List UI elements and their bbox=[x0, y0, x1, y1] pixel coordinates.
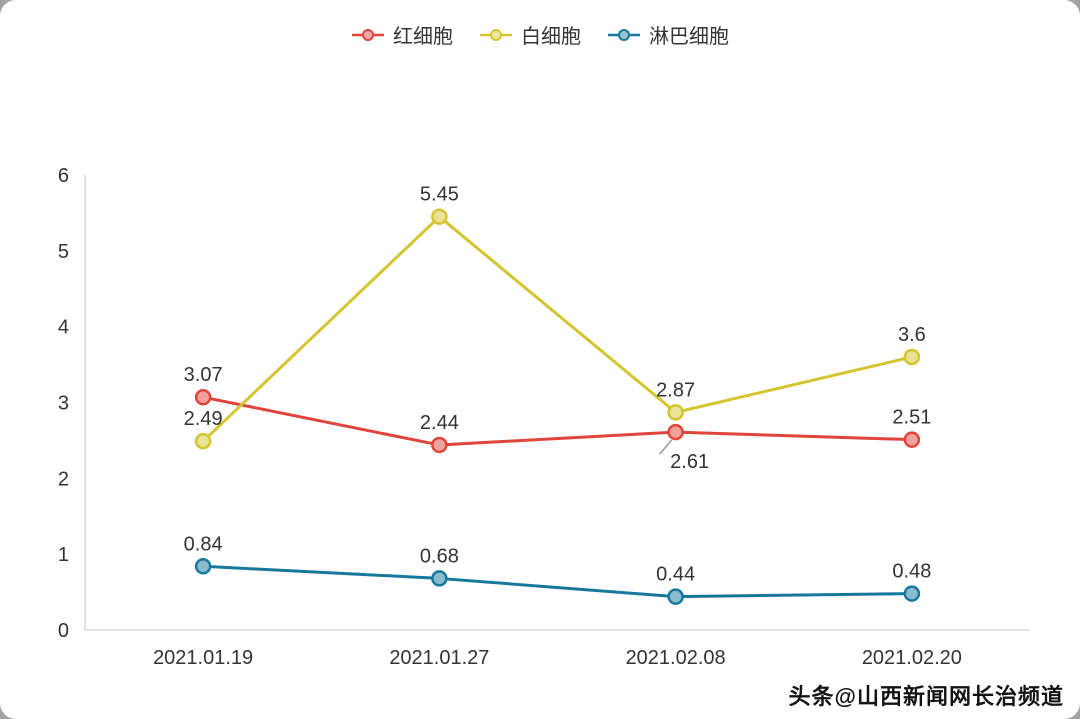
legend-item-lymphocytes[interactable]: 淋巴细胞 bbox=[607, 20, 729, 49]
white-series-marker-icon bbox=[479, 28, 513, 42]
legend-label-white-cells: 白细胞 bbox=[521, 26, 581, 48]
svg-text:2021.02.20: 2021.02.20 bbox=[862, 647, 962, 669]
svg-text:2.51: 2.51 bbox=[892, 407, 931, 429]
red-series-marker-icon bbox=[351, 28, 385, 42]
svg-text:2.44: 2.44 bbox=[420, 412, 459, 434]
chart-legend: 红细胞 白细胞 淋巴细胞 bbox=[0, 20, 1080, 49]
svg-text:1: 1 bbox=[58, 544, 69, 566]
svg-text:3.07: 3.07 bbox=[184, 364, 223, 386]
legend-item-white-cells[interactable]: 白细胞 bbox=[479, 20, 581, 49]
legend-label-red-cells: 红细胞 bbox=[393, 26, 453, 48]
svg-text:2.61: 2.61 bbox=[670, 451, 709, 473]
svg-text:5.45: 5.45 bbox=[420, 184, 459, 206]
svg-text:0.84: 0.84 bbox=[184, 533, 223, 555]
svg-text:2.49: 2.49 bbox=[184, 408, 223, 430]
svg-text:0.68: 0.68 bbox=[420, 545, 459, 567]
svg-text:2021.01.27: 2021.01.27 bbox=[389, 647, 489, 669]
svg-text:3.6: 3.6 bbox=[898, 324, 926, 346]
svg-text:2021.01.19: 2021.01.19 bbox=[153, 647, 253, 669]
svg-text:4: 4 bbox=[58, 317, 69, 339]
svg-text:0.44: 0.44 bbox=[656, 564, 695, 586]
svg-text:3: 3 bbox=[58, 393, 69, 415]
svg-text:6: 6 bbox=[58, 165, 69, 187]
svg-text:2.87: 2.87 bbox=[656, 379, 695, 401]
svg-text:5: 5 bbox=[58, 241, 69, 263]
svg-text:0: 0 bbox=[58, 620, 69, 642]
svg-text:2: 2 bbox=[58, 468, 69, 490]
svg-text:0.48: 0.48 bbox=[892, 561, 931, 583]
watermark: 头条@山西新闻网长治频道 bbox=[788, 684, 1064, 709]
legend-item-red-cells[interactable]: 红细胞 bbox=[351, 20, 453, 49]
svg-text:2021.02.08: 2021.02.08 bbox=[626, 647, 726, 669]
legend-label-lymphocytes: 淋巴细胞 bbox=[649, 26, 729, 48]
lymphocyte-series-marker-icon bbox=[607, 28, 641, 42]
